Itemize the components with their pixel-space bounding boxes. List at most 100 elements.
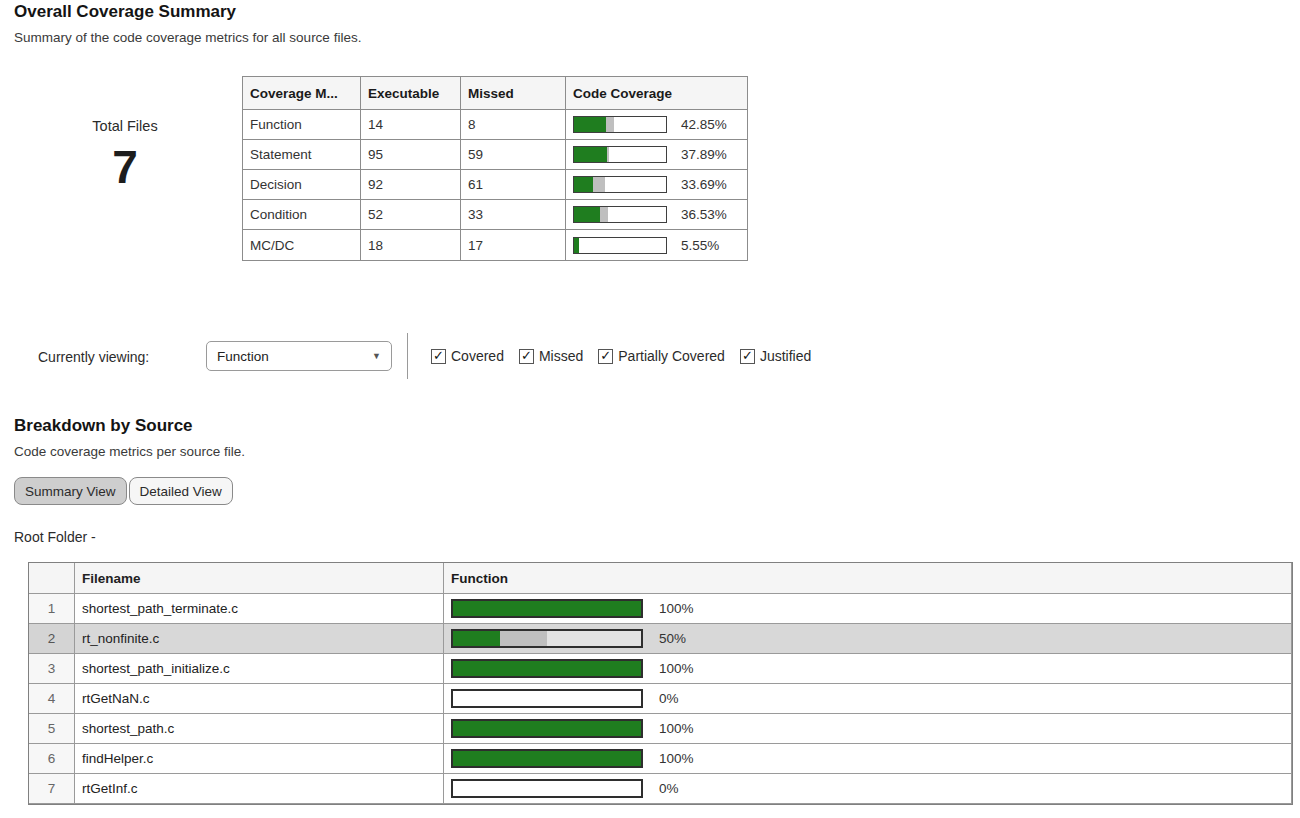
header-code-coverage: Code Coverage xyxy=(566,77,747,109)
checkmark-icon: ✓ xyxy=(521,349,532,362)
header-filename: Filename xyxy=(75,563,444,593)
checkmark-icon: ✓ xyxy=(600,349,611,362)
metric-dropdown-value: Function xyxy=(217,349,269,364)
checkbox-icon[interactable]: ✓ xyxy=(598,349,613,364)
metric-name: Condition xyxy=(243,200,361,229)
coverage-bar xyxy=(451,659,643,678)
filename-cell: rtGetInf.c xyxy=(75,774,444,803)
checkbox-icon[interactable]: ✓ xyxy=(740,349,755,364)
coverage-cell: 42.85% xyxy=(566,110,747,139)
partial-segment xyxy=(600,207,608,222)
header-coverage-metric: Coverage M... xyxy=(243,77,361,109)
checkbox-covered[interactable]: ✓ Covered xyxy=(431,348,504,364)
breakdown-title: Breakdown by Source xyxy=(14,416,193,436)
filename-cell: shortest_path_terminate.c xyxy=(75,594,444,623)
vertical-divider xyxy=(407,333,408,379)
checkbox-label: Justified xyxy=(760,348,811,364)
header-row-number xyxy=(29,563,75,593)
total-files-value: 7 xyxy=(40,144,210,190)
partial-segment xyxy=(607,147,609,162)
table-row[interactable]: 7 rtGetInf.c 0% xyxy=(29,774,1292,804)
overall-table-header-row: Coverage M... Executable Missed Code Cov… xyxy=(243,77,747,110)
coverage-bar xyxy=(451,599,643,618)
coverage-bar xyxy=(573,146,667,163)
overall-summary-subtitle: Summary of the code coverage metrics for… xyxy=(14,30,361,45)
covered-segment xyxy=(453,751,641,766)
coverage-bar xyxy=(451,689,643,708)
coverage-percent: 0% xyxy=(659,781,679,796)
coverage-bar xyxy=(451,629,643,648)
header-function: Function xyxy=(444,563,1292,593)
table-row[interactable]: 2 rt_nonfinite.c 50% xyxy=(29,624,1292,654)
partial-segment xyxy=(593,177,605,192)
filename-cell: findHelper.c xyxy=(75,744,444,773)
partial-segment xyxy=(606,117,613,132)
checkbox-label: Covered xyxy=(451,348,504,364)
coverage-percent: 33.69% xyxy=(681,177,727,192)
row-number: 2 xyxy=(29,624,75,653)
table-row[interactable]: 3 shortest_path_initialize.c 100% xyxy=(29,654,1292,684)
row-number: 5 xyxy=(29,714,75,743)
executable-count: 14 xyxy=(361,110,461,139)
covered-segment xyxy=(453,661,641,676)
table-row: Function 14 8 42.85% xyxy=(243,110,747,140)
coverage-filter-checkboxes: ✓ Covered ✓ Missed ✓ Partially Covered ✓… xyxy=(431,348,811,364)
coverage-cell: 37.89% xyxy=(566,140,747,169)
checkmark-icon: ✓ xyxy=(433,349,444,362)
coverage-bar xyxy=(573,237,667,254)
coverage-cell: 36.53% xyxy=(566,200,747,229)
covered-segment xyxy=(453,631,500,646)
coverage-bar xyxy=(451,749,643,768)
detailed-view-button[interactable]: Detailed View xyxy=(129,477,233,505)
executable-count: 18 xyxy=(361,230,461,260)
executable-count: 52 xyxy=(361,200,461,229)
total-files-panel: Total Files 7 xyxy=(40,118,210,190)
metric-dropdown[interactable]: Function ▼ xyxy=(206,341,392,371)
filename-cell: rt_nonfinite.c xyxy=(75,624,444,653)
header-executable: Executable xyxy=(361,77,461,109)
total-files-label: Total Files xyxy=(40,118,210,134)
coverage-bar xyxy=(451,779,643,798)
summary-view-button[interactable]: Summary View xyxy=(14,477,127,505)
overall-coverage-table: Coverage M... Executable Missed Code Cov… xyxy=(242,76,748,261)
row-number: 3 xyxy=(29,654,75,683)
coverage-percent: 42.85% xyxy=(681,117,727,132)
checkmark-icon: ✓ xyxy=(742,349,753,362)
filename-cell: rtGetNaN.c xyxy=(75,684,444,713)
breakdown-subtitle: Code coverage metrics per source file. xyxy=(14,444,245,459)
coverage-cell: 100% xyxy=(444,654,1292,683)
coverage-percent: 37.89% xyxy=(681,147,727,162)
coverage-percent: 100% xyxy=(659,721,694,736)
coverage-cell: 0% xyxy=(444,774,1292,803)
coverage-bar xyxy=(573,176,667,193)
checkbox-missed[interactable]: ✓ Missed xyxy=(519,348,583,364)
checkbox-partially-covered[interactable]: ✓ Partially Covered xyxy=(598,348,725,364)
missed-count: 61 xyxy=(461,170,566,199)
coverage-percent: 0% xyxy=(659,691,679,706)
covered-segment xyxy=(574,147,607,162)
covered-segment xyxy=(574,238,579,253)
table-row[interactable]: 4 rtGetNaN.c 0% xyxy=(29,684,1292,714)
chevron-down-icon: ▼ xyxy=(372,351,381,361)
missed-count: 17 xyxy=(461,230,566,260)
coverage-bar xyxy=(451,719,643,738)
currently-viewing-label: Currently viewing: xyxy=(38,349,149,365)
table-row[interactable]: 5 shortest_path.c 100% xyxy=(29,714,1292,744)
row-number: 4 xyxy=(29,684,75,713)
checkbox-icon[interactable]: ✓ xyxy=(431,349,446,364)
missed-count: 8 xyxy=(461,110,566,139)
missed-count: 33 xyxy=(461,200,566,229)
coverage-cell: 100% xyxy=(444,714,1292,743)
coverage-cell: 50% xyxy=(444,624,1292,653)
filename-cell: shortest_path_initialize.c xyxy=(75,654,444,683)
table-row: Decision 92 61 33.69% xyxy=(243,170,747,200)
coverage-bar xyxy=(573,206,667,223)
checkbox-icon[interactable]: ✓ xyxy=(519,349,534,364)
table-row: Condition 52 33 36.53% xyxy=(243,200,747,230)
table-row[interactable]: 6 findHelper.c 100% xyxy=(29,744,1292,774)
partial-segment xyxy=(500,631,547,646)
executable-count: 92 xyxy=(361,170,461,199)
table-row[interactable]: 1 shortest_path_terminate.c 100% xyxy=(29,594,1292,624)
checkbox-justified[interactable]: ✓ Justified xyxy=(740,348,811,364)
root-folder-label: Root Folder - xyxy=(14,529,96,545)
